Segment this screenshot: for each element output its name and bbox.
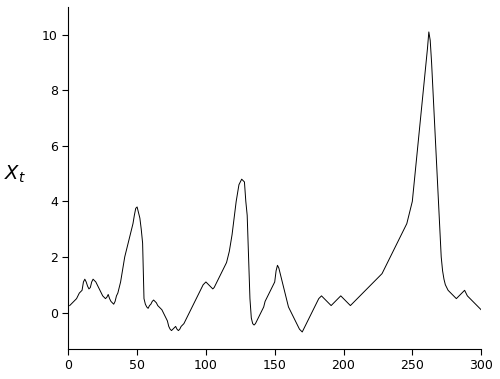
Y-axis label: $X_t$: $X_t$ bbox=[4, 163, 26, 185]
